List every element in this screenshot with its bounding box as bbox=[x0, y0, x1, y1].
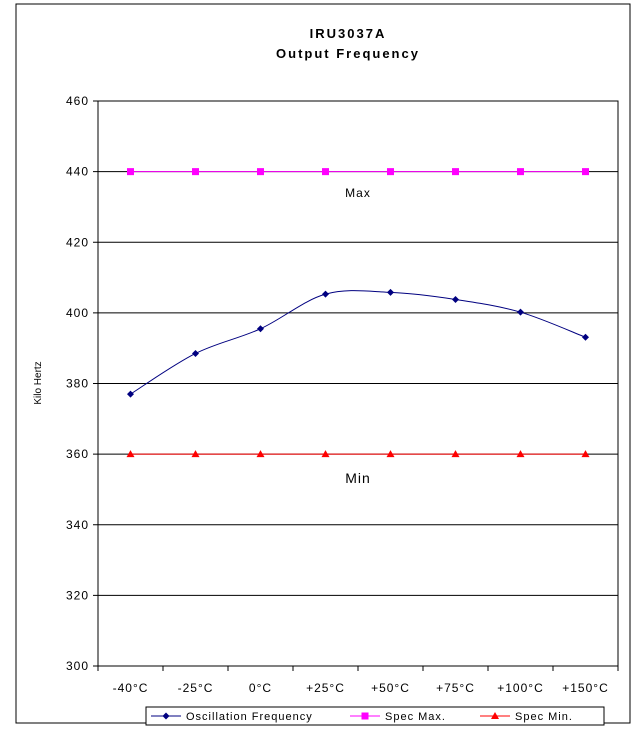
legend-swatch-marker bbox=[361, 712, 369, 720]
data-point bbox=[517, 308, 524, 316]
chart-subtitle: Output Frequency bbox=[276, 46, 420, 61]
legend-label: Oscillation Frequency bbox=[186, 711, 313, 723]
y-tick-label: 400 bbox=[66, 306, 89, 320]
y-tick-label: 380 bbox=[66, 377, 89, 391]
legend: Oscillation Frequency Spec Max. Spec Min. bbox=[151, 711, 573, 723]
y-tick-label: 420 bbox=[66, 235, 89, 249]
data-point bbox=[256, 450, 265, 458]
data-point bbox=[451, 450, 460, 458]
data-point bbox=[127, 168, 134, 176]
series-1 bbox=[127, 168, 589, 176]
data-point bbox=[387, 168, 394, 176]
data-point bbox=[581, 450, 590, 458]
legend-item-2: Spec Min. bbox=[480, 711, 573, 723]
data-point bbox=[126, 450, 135, 458]
data-point bbox=[387, 288, 394, 296]
series-2 bbox=[126, 450, 590, 458]
data-point bbox=[192, 168, 199, 176]
data-point bbox=[322, 290, 329, 298]
data-point bbox=[127, 390, 134, 398]
data-point bbox=[582, 333, 589, 341]
data-point bbox=[386, 450, 395, 458]
data-point bbox=[257, 168, 264, 176]
data-point bbox=[452, 168, 459, 176]
legend-label: Spec Max. bbox=[385, 711, 446, 723]
y-tick-label: 340 bbox=[66, 518, 89, 532]
data-point bbox=[452, 295, 459, 303]
x-tick-label: +25°C bbox=[306, 681, 345, 695]
data-point bbox=[582, 168, 589, 176]
legend-swatch-marker bbox=[491, 712, 499, 719]
y-axis-label: Kilo Hertz bbox=[33, 361, 44, 404]
chart-title: IRU3037A bbox=[310, 26, 387, 41]
x-tick-label: +50°C bbox=[371, 681, 410, 695]
y-tick-label: 300 bbox=[66, 659, 89, 673]
series-layer bbox=[126, 168, 590, 458]
x-tick-label: -25°C bbox=[178, 681, 214, 695]
x-tick-label: +75°C bbox=[436, 681, 475, 695]
legend-label: Spec Min. bbox=[515, 711, 573, 723]
x-tick-label: 0°C bbox=[249, 681, 272, 695]
data-point bbox=[516, 450, 525, 458]
annotation-layer: Max Min bbox=[345, 186, 371, 486]
annotation-label: Min bbox=[345, 470, 371, 486]
y-tick-label: 440 bbox=[66, 165, 89, 179]
x-tick-label: +150°C bbox=[562, 681, 609, 695]
data-point bbox=[192, 349, 199, 357]
x-tick-label: +100°C bbox=[497, 681, 544, 695]
legend-item-1: Spec Max. bbox=[350, 711, 446, 723]
series-line bbox=[130, 290, 586, 395]
y-tick-label: 360 bbox=[66, 447, 89, 461]
data-point bbox=[257, 325, 264, 333]
data-point bbox=[321, 450, 330, 458]
series-0 bbox=[127, 288, 589, 398]
legend-swatch-marker bbox=[162, 712, 170, 720]
y-tick-label: 320 bbox=[66, 588, 89, 602]
annotation-label: Max bbox=[345, 186, 371, 200]
axis-layer: 300 320 340 360 380 400 420 440 460 -40°C -25°C 0°C… bbox=[66, 94, 619, 695]
data-point bbox=[322, 168, 329, 176]
chart-border bbox=[15, 3, 631, 724]
data-point bbox=[191, 450, 200, 458]
y-tick-label: 460 bbox=[66, 94, 89, 108]
data-point bbox=[517, 168, 524, 176]
x-tick-label: -40°C bbox=[113, 681, 149, 695]
legend-item-0: Oscillation Frequency bbox=[151, 711, 313, 723]
